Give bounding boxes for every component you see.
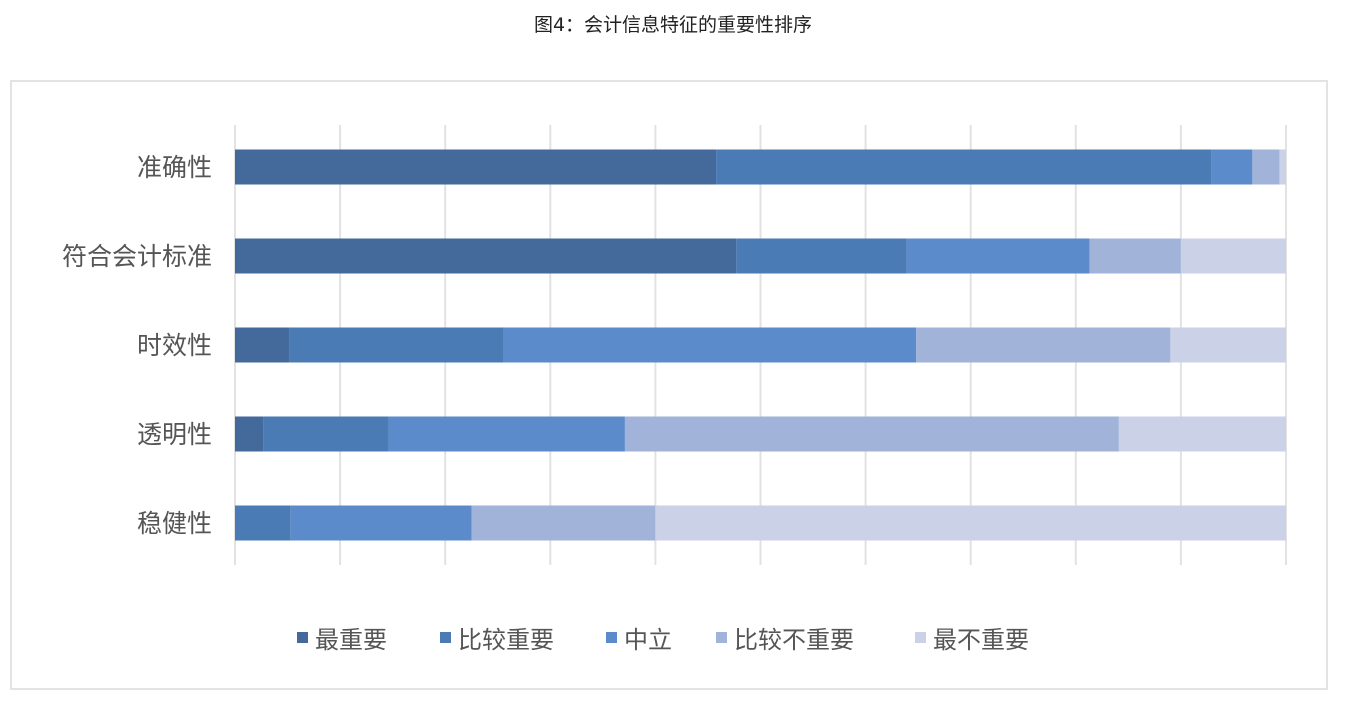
bar-segment <box>503 327 917 363</box>
bar-segment <box>471 505 656 541</box>
category-label: 稳健性 <box>137 509 212 538</box>
bar-segment <box>1279 149 1286 185</box>
bar-segment <box>235 327 290 363</box>
bar-segment <box>290 505 472 541</box>
legend-label: 最重要 <box>315 626 387 654</box>
legend-label: 比较重要 <box>458 626 554 654</box>
chart-frame <box>10 80 1328 690</box>
bar-segment <box>916 327 1171 363</box>
legend-label: 比较不重要 <box>734 626 854 654</box>
bar-segment <box>235 238 737 274</box>
bar-segment <box>1170 327 1286 363</box>
bar-segment <box>1118 416 1286 452</box>
bar-segment <box>655 505 1286 541</box>
bar-segment <box>235 416 264 452</box>
chart-title: 图4：会计信息特征的重要性排序 <box>533 14 813 36</box>
bar-segment <box>235 505 291 541</box>
category-label: 符合会计标准 <box>62 242 212 271</box>
bar-segment <box>1252 149 1280 185</box>
bar-segment <box>388 416 625 452</box>
legend-swatch <box>297 632 308 643</box>
bar-segment <box>263 416 389 452</box>
legend-label: 最不重要 <box>933 626 1029 654</box>
bar-segment <box>1180 238 1286 274</box>
bar-segment <box>736 238 907 274</box>
category-label: 时效性 <box>137 331 212 360</box>
legend-swatch <box>440 632 451 643</box>
legend-label: 中立 <box>624 626 672 654</box>
bar-segment <box>624 416 1119 452</box>
bar-segment <box>289 327 504 363</box>
bar-segment <box>1089 238 1181 274</box>
category-label: 透明性 <box>137 420 212 449</box>
legend-swatch <box>606 632 617 643</box>
bar-segment <box>1211 149 1253 185</box>
category-label: 准确性 <box>137 153 212 182</box>
bar-segment <box>235 149 717 185</box>
legend-swatch <box>915 632 926 643</box>
bar-segment <box>906 238 1090 274</box>
legend-swatch <box>716 632 727 643</box>
bar-segment <box>716 149 1212 185</box>
